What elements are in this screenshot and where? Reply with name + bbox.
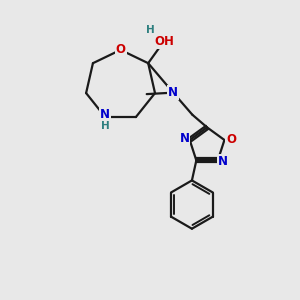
- Text: N: N: [168, 86, 178, 99]
- Text: H: H: [146, 25, 155, 35]
- Text: H: H: [101, 122, 110, 131]
- Text: O: O: [116, 44, 126, 56]
- Text: O: O: [226, 134, 236, 146]
- Text: N: N: [100, 108, 110, 121]
- Text: N: N: [179, 132, 189, 145]
- Text: OH: OH: [154, 34, 174, 48]
- Text: N: N: [218, 155, 228, 168]
